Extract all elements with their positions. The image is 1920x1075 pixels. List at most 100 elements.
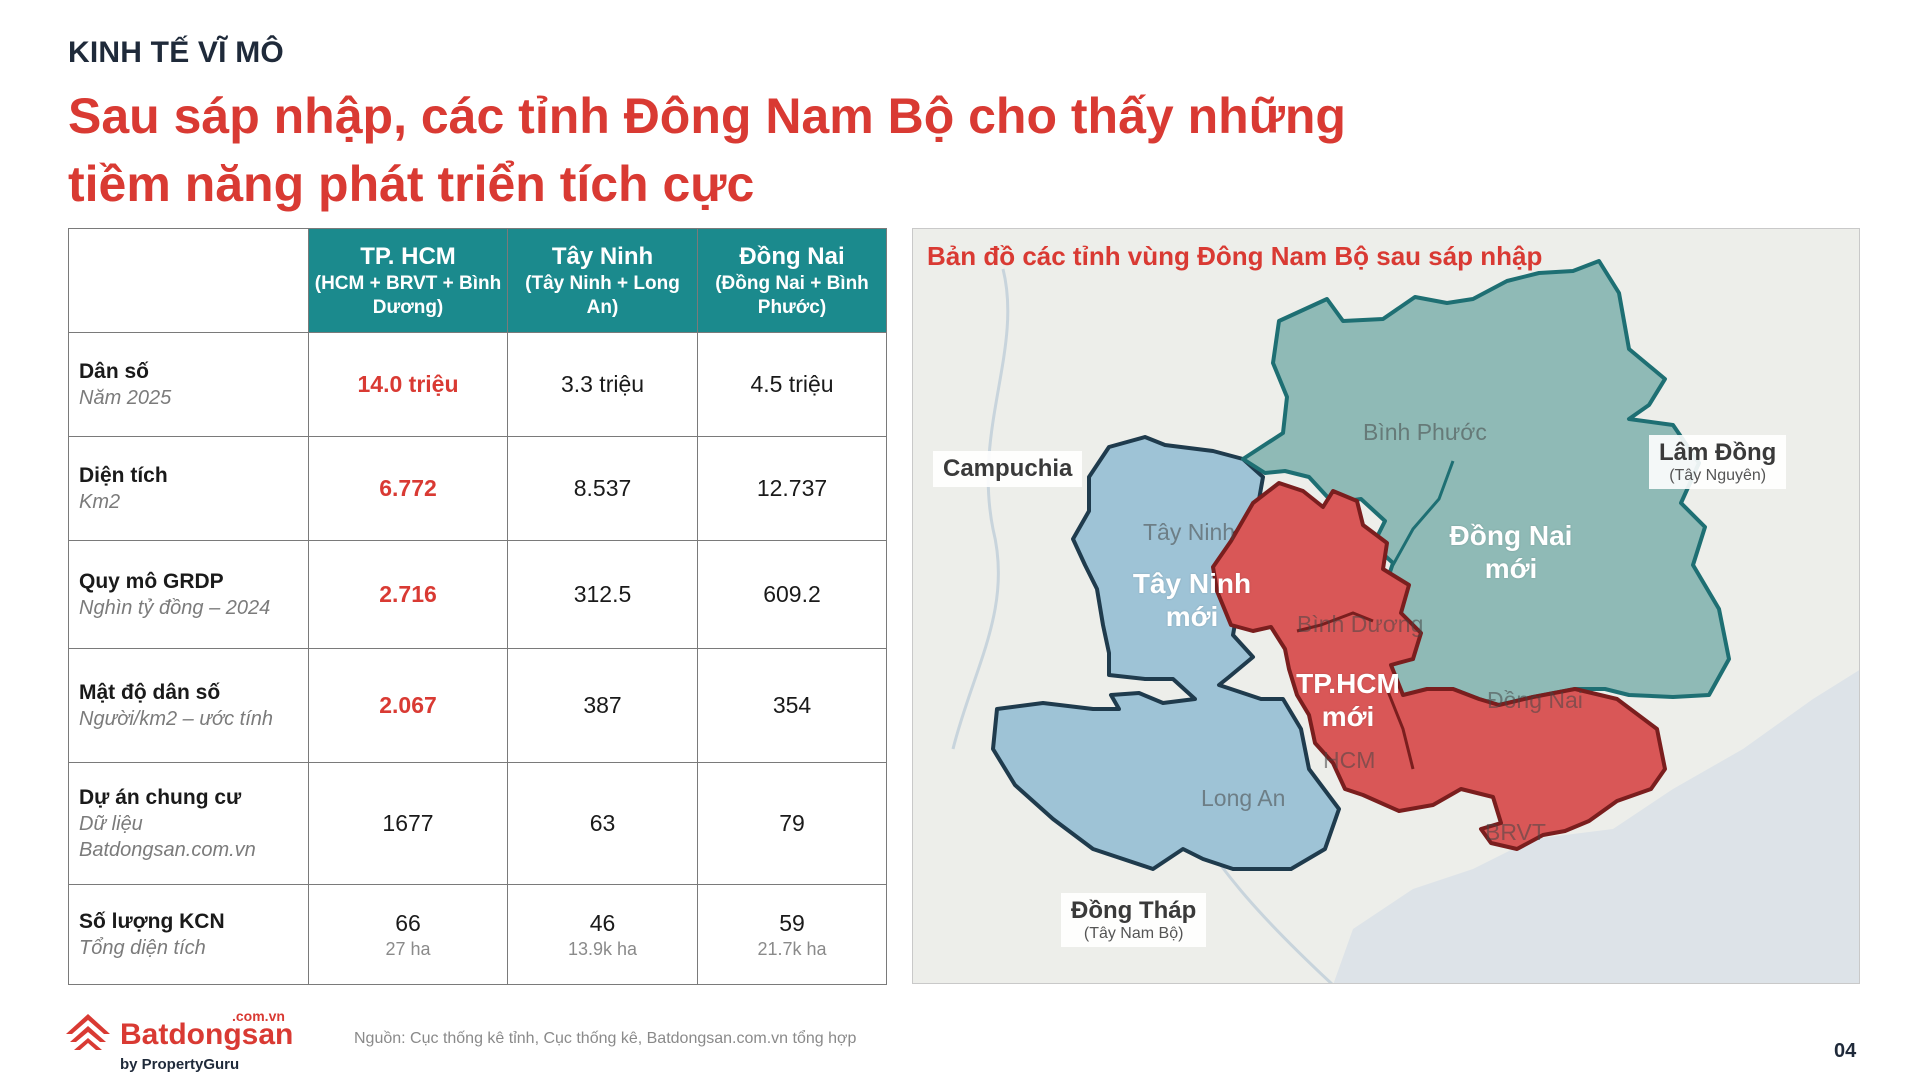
- river-line: [951, 268, 1010, 750]
- chip-campuchia: Campuchia: [933, 451, 1083, 487]
- row-label: Dân số: [79, 359, 150, 383]
- column-name: Đồng Nai: [739, 242, 845, 270]
- page-number: 04: [1834, 1040, 1857, 1062]
- comparison-table: TP. HCM (HCM + BRVT + Bình Dương) Tây Ni…: [68, 228, 887, 985]
- cell-value-sub: 27 ha: [385, 938, 431, 959]
- column-name: TP. HCM: [360, 242, 456, 270]
- cell-value-main: 46: [589, 909, 616, 936]
- page-headline: Sau sáp nhập, các tỉnh Đông Nam Bộ cho t…: [68, 88, 1346, 212]
- row-label-cell: Diện tích Km2: [68, 436, 309, 541]
- cell-value: 8.537: [507, 436, 698, 541]
- map-graphic: [951, 259, 1859, 983]
- cell-value: 46 13.9k ha: [507, 884, 698, 985]
- column-subtitle: (HCM + BRVT + Bình Dương): [314, 272, 502, 318]
- new-label-line: mới: [1321, 701, 1375, 732]
- table-row: Quy mô GRDP Nghìn tỷ đồng – 2024 2.716 3…: [68, 540, 887, 649]
- old-label-brvt: BRVT: [1485, 819, 1546, 845]
- old-province-border: [1391, 460, 1455, 566]
- row-label-cell: Dự án chung cư Dữ liệu Batdongsan.com.vn: [68, 762, 309, 885]
- new-label-line: mới: [1484, 553, 1538, 584]
- cell-value-main: 66: [395, 909, 421, 936]
- column-header: Đồng Nai (Đồng Nai + Bình Phước): [697, 228, 887, 333]
- table-row: Dân số Năm 2025 14.0 triệu 3.3 triệu 4.5…: [68, 332, 887, 437]
- section-kicker: KINH TẾ VĨ MÔ: [68, 36, 284, 69]
- new-label-dong-nai: Đồng Nai mới: [1441, 519, 1581, 585]
- tp-hcm-moi-region: [1211, 481, 1667, 851]
- column-subtitle: (Tây Ninh + Long An): [525, 272, 680, 318]
- table-row: Dự án chung cư Dữ liệu Batdongsan.com.vn…: [68, 762, 887, 885]
- row-label: Mật độ dân số: [79, 680, 221, 704]
- column-subtitle: (Đồng Nai + Bình Phước): [715, 272, 869, 318]
- table-row: Diện tích Km2 6.772 8.537 12.737: [68, 436, 887, 541]
- cell-value: 387: [507, 648, 698, 763]
- row-label-cell: Dân số Năm 2025: [68, 332, 309, 437]
- new-label-line: Đồng Nai: [1449, 520, 1573, 551]
- table-row: Số lượng KCN Tổng diện tích 66 27 ha 46 …: [68, 884, 887, 985]
- cell-value: 6.772: [308, 436, 508, 541]
- new-label-line: Tây Ninh: [1132, 568, 1252, 599]
- table-header-row: TP. HCM (HCM + BRVT + Bình Dương) Tây Ni…: [68, 228, 887, 333]
- row-label: Số lượng KCN: [79, 909, 225, 933]
- row-label: Quy mô GRDP: [79, 569, 224, 593]
- cell-value: 2.716: [308, 540, 508, 649]
- row-sublabel: Dữ liệu Batdongsan.com.vn: [79, 812, 256, 861]
- logo-domain: .com.vn: [232, 1008, 285, 1024]
- row-sublabel: Nghìn tỷ đồng – 2024: [79, 596, 271, 619]
- cell-value: 3.3 triệu: [507, 332, 698, 437]
- table-corner-cell: [68, 228, 309, 333]
- cell-value: 14.0 triệu: [308, 332, 508, 437]
- row-sublabel: Năm 2025: [79, 386, 172, 409]
- column-header: Tây Ninh (Tây Ninh + Long An): [507, 228, 698, 333]
- cell-value-sub: 13.9k ha: [567, 938, 638, 959]
- column-name: Tây Ninh: [551, 242, 654, 270]
- cell-value: 609.2: [697, 540, 887, 649]
- cell-value: 79: [697, 762, 887, 885]
- old-province-border: [1385, 688, 1415, 770]
- row-label-cell: Mật độ dân số Người/km2 – ước tính: [68, 648, 309, 763]
- cell-value: 1677: [308, 762, 508, 885]
- brand-logo: .com.vn Batdongsan by PropertyGuru: [62, 1008, 293, 1073]
- cell-value-main: 59: [779, 909, 805, 936]
- chip-sublabel: (Tây Nguyên): [1669, 467, 1767, 484]
- row-label: Dự án chung cư: [79, 785, 242, 809]
- new-label-tay-ninh: Tây Ninh mới: [1127, 567, 1257, 633]
- old-label-binh-duong: Bình Dương: [1297, 611, 1424, 637]
- row-sublabel: Km2: [79, 490, 121, 513]
- chip-dong-thap: Đồng Tháp (Tây Nam Bộ): [1061, 893, 1207, 947]
- row-label-cell: Quy mô GRDP Nghìn tỷ đồng – 2024: [68, 540, 309, 649]
- old-label-long-an: Long An: [1201, 785, 1286, 811]
- new-label-tp-hcm: TP.HCM mới: [1283, 667, 1413, 733]
- chip-label: Lâm Đồng: [1659, 439, 1777, 466]
- cell-value-sub: 21.7k ha: [757, 938, 827, 959]
- cell-value: 66 27 ha: [308, 884, 508, 985]
- map-title: Bản đồ các tỉnh vùng Đông Nam Bộ sau sáp…: [927, 241, 1543, 271]
- row-label-cell: Số lượng KCN Tổng diện tích: [68, 884, 309, 985]
- cell-value: 59 21.7k ha: [697, 884, 887, 985]
- row-label: Diện tích: [79, 463, 168, 487]
- old-label-hcm: HCM: [1323, 747, 1376, 773]
- house-logo-icon: [66, 1014, 110, 1050]
- cell-value: 2.067: [308, 648, 508, 763]
- cell-value: 12.737: [697, 436, 887, 541]
- chip-lam-dong: Lâm Đồng (Tây Nguyên): [1649, 435, 1787, 489]
- cell-value: 354: [697, 648, 887, 763]
- row-sublabel: Người/km2 – ước tính: [79, 707, 274, 730]
- new-label-line: mới: [1165, 601, 1219, 632]
- source-note: Nguồn: Cục thống kê tỉnh, Cục thống kê, …: [354, 1030, 857, 1047]
- logo-by: by PropertyGuru: [120, 1056, 240, 1073]
- cell-value: 312.5: [507, 540, 698, 649]
- old-label-binh-phuoc: Bình Phước: [1363, 419, 1487, 445]
- chip-label: Campuchia: [943, 455, 1073, 482]
- logo-name: Batdongsan: [120, 1018, 294, 1051]
- cell-value: 63: [507, 762, 698, 885]
- row-sublabel: Tổng diện tích: [79, 936, 206, 959]
- old-province-border: [1296, 611, 1374, 633]
- cell-value: 4.5 triệu: [697, 332, 887, 437]
- old-label-tay-ninh: Tây Ninh: [1143, 519, 1236, 545]
- chip-sublabel: (Tây Nam Bộ): [1083, 925, 1184, 942]
- old-label-dong-nai: Đồng Nai: [1487, 687, 1583, 713]
- new-label-line: TP.HCM: [1296, 668, 1400, 699]
- column-header: TP. HCM (HCM + BRVT + Bình Dương): [308, 228, 508, 333]
- sea-area: [1333, 670, 1859, 983]
- chip-label: Đồng Tháp: [1071, 897, 1197, 924]
